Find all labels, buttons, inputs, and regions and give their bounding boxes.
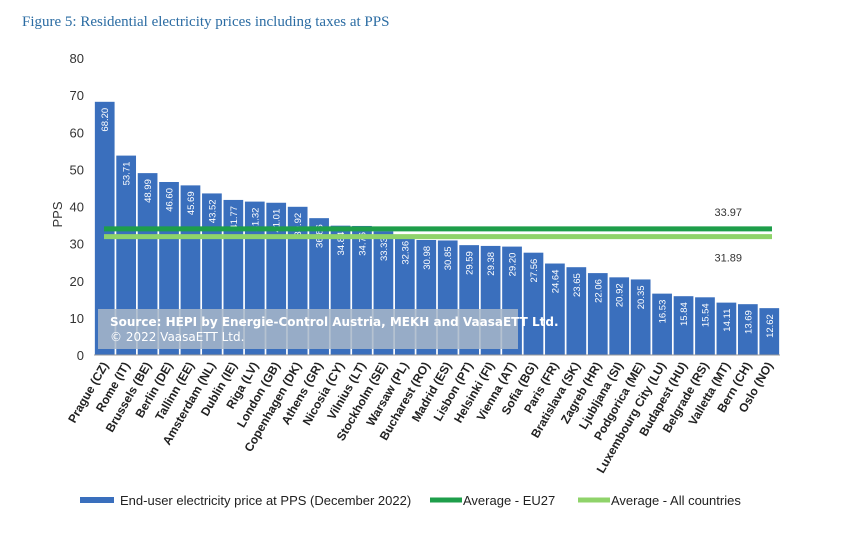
bar-value-label: 68.20 [100,108,111,132]
bar-value-label: 34.84 [336,232,347,256]
bar-value-label: 12.62 [765,314,776,338]
y-tick-label: 60 [70,125,84,140]
bar [652,293,672,355]
bar [545,263,565,355]
y-axis-title: PPS [50,201,65,227]
bar [523,252,544,355]
legend: End-user electricity price at PPS (Decem… [80,493,741,508]
y-tick-label: 40 [70,200,84,215]
bar-value-label: 45.69 [186,191,197,215]
bar-value-label: 23.65 [572,273,583,297]
bar-value-label: 29.20 [508,253,519,277]
bar-value-label: 48.99 [143,179,154,203]
bar-value-label: 20.35 [636,285,647,309]
bar [716,302,737,355]
y-axis: 0 10 20 30 40 50 60 70 80 [70,51,84,363]
bar-value-label: 24.64 [550,270,561,294]
bar-value-label: 33.33 [379,237,390,261]
bar-value-label: 30.98 [422,246,433,270]
bar-value-label: 16.53 [658,300,669,324]
bar [587,273,608,355]
bar [759,308,780,355]
bar-value-label: 41.77 [229,206,240,230]
average-lines: 33.97 31.89 [104,207,772,265]
bar [609,277,630,355]
bar-value-label: 43.52 [207,199,218,223]
figure-title: Figure 5: Residential electricity prices… [22,14,390,30]
bar-value-label: 22.06 [593,279,604,303]
average-eu27-label: 33.97 [714,207,742,219]
bar-value-label: 41.01 [272,209,283,233]
bar-value-label: 30.85 [443,246,454,270]
bar-value-label: 15.84 [679,302,690,326]
bar [566,267,587,355]
bar [116,155,137,355]
y-tick-label: 30 [70,237,84,252]
category-labels: Prague (CZ)Rome (IT)Brussels (BE)Berlin … [65,359,776,475]
bar-value-label: 13.69 [743,310,754,334]
bar-value-label: 41.32 [250,208,261,232]
average-all-label: 31.89 [714,253,742,265]
y-tick-label: 70 [70,88,84,103]
bar [673,296,694,355]
bar-value-label: 20.92 [615,283,626,307]
y-tick-label: 10 [70,311,84,326]
bar-value-label: 29.38 [486,252,497,276]
bar-value-label: 34.76 [357,232,368,256]
bar-value-label: 15.54 [700,303,711,327]
y-tick-label: 0 [77,348,84,363]
legend-entry: Average - EU27 [463,493,555,508]
legend-entry: Average - All countries [611,493,741,508]
bar-value-label: 14.11 [722,309,733,332]
bar-value-label: 53.71 [122,162,133,186]
bar-value-label: 46.60 [165,188,176,212]
bar-value-label: 27.56 [529,259,540,283]
source-line-1: Source: HEPI by Energie-Control Austria,… [110,315,559,329]
bar [630,279,651,355]
y-tick-label: 80 [70,51,84,66]
source-line-2: © 2022 VaasaETT Ltd. [110,330,244,344]
bar-value-label: 29.59 [465,251,476,275]
y-tick-label: 20 [70,274,84,289]
bar-value-label: 39.92 [293,213,304,237]
y-tick-label: 50 [70,162,84,177]
source-box [98,309,518,349]
bar [695,297,715,355]
bar-value-label: 32.36 [400,241,411,265]
legend-entry: End-user electricity price at PPS (Decem… [120,493,411,508]
bar [737,304,758,355]
